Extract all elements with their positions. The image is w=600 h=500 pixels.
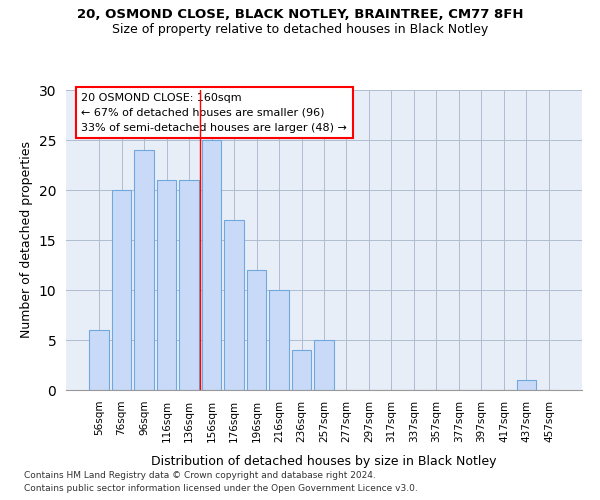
Bar	[112, 190, 131, 390]
Text: Contains public sector information licensed under the Open Government Licence v3: Contains public sector information licen…	[24, 484, 418, 493]
Bar	[89, 330, 109, 390]
Bar	[179, 180, 199, 390]
Text: 20, OSMOND CLOSE, BLACK NOTLEY, BRAINTREE, CM77 8FH: 20, OSMOND CLOSE, BLACK NOTLEY, BRAINTRE…	[77, 8, 523, 20]
Bar	[292, 350, 311, 390]
Bar	[517, 380, 536, 390]
Text: Size of property relative to detached houses in Black Notley: Size of property relative to detached ho…	[112, 22, 488, 36]
Bar	[314, 340, 334, 390]
Text: Distribution of detached houses by size in Black Notley: Distribution of detached houses by size …	[151, 455, 497, 468]
Bar	[157, 180, 176, 390]
Y-axis label: Number of detached properties: Number of detached properties	[20, 142, 33, 338]
Bar	[224, 220, 244, 390]
Bar	[247, 270, 266, 390]
Bar	[269, 290, 289, 390]
Bar	[202, 140, 221, 390]
Bar	[134, 150, 154, 390]
Text: Contains HM Land Registry data © Crown copyright and database right 2024.: Contains HM Land Registry data © Crown c…	[24, 470, 376, 480]
Text: 20 OSMOND CLOSE: 160sqm
← 67% of detached houses are smaller (96)
33% of semi-de: 20 OSMOND CLOSE: 160sqm ← 67% of detache…	[82, 93, 347, 132]
